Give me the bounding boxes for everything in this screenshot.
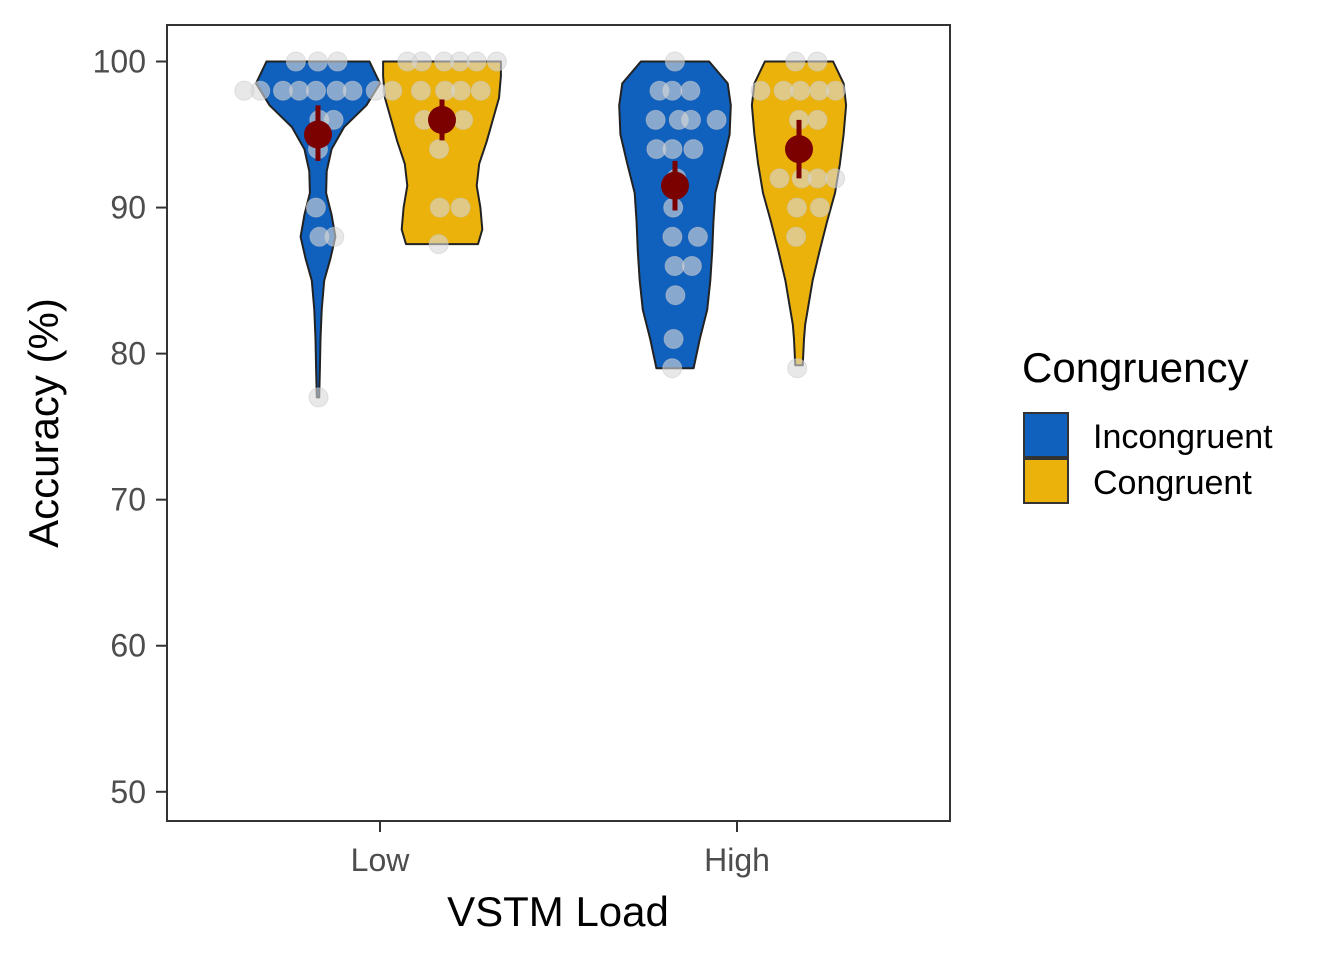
data-point <box>787 358 808 379</box>
data-point <box>785 51 806 72</box>
data-point <box>382 80 403 101</box>
x-axis: Low High <box>351 821 770 878</box>
legend-label-incongruent: Incongruent <box>1093 418 1273 456</box>
data-point <box>809 197 830 218</box>
data-point <box>305 197 326 218</box>
data-point <box>649 80 670 101</box>
plot-panel-border <box>166 24 951 822</box>
data-point <box>681 256 702 276</box>
data-point <box>285 51 306 72</box>
data-point <box>786 197 807 218</box>
mean-point <box>428 105 456 134</box>
data-point <box>807 51 828 72</box>
data-point <box>645 109 666 130</box>
data-point <box>664 256 685 276</box>
data-point <box>449 51 470 72</box>
data-point <box>327 51 348 72</box>
y-axis-title: Accuracy (%) <box>20 298 67 548</box>
y-tick-label: 100 <box>93 44 146 80</box>
data-point <box>486 51 507 72</box>
y-tick-label: 60 <box>110 628 146 664</box>
y-axis: 50 60 70 80 90 100 <box>93 44 167 810</box>
y-tick-label: 80 <box>110 336 146 372</box>
mean-point <box>785 135 813 164</box>
data-point <box>683 139 704 160</box>
data-point <box>308 387 329 408</box>
data-point <box>453 109 474 130</box>
data-point <box>307 51 328 72</box>
data-point <box>750 80 771 101</box>
legend-label-congruent: Congruent <box>1093 464 1252 502</box>
data-point <box>786 226 807 247</box>
y-tick-label: 90 <box>110 190 146 226</box>
data-point <box>663 329 684 349</box>
data-point <box>234 80 255 101</box>
x-tick-label: High <box>704 842 770 878</box>
data-point <box>662 358 683 379</box>
data-point <box>466 51 487 72</box>
y-tick-label: 50 <box>110 774 146 810</box>
data-point <box>807 109 828 130</box>
data-point <box>428 234 449 255</box>
data-point <box>680 80 701 101</box>
data-point <box>306 80 326 101</box>
data-point <box>429 139 450 160</box>
data-point <box>773 80 794 101</box>
data-point <box>342 80 363 101</box>
data-point <box>825 80 846 101</box>
data-point <box>450 197 471 218</box>
y-tick-label: 70 <box>110 482 146 518</box>
legend: Congruency Incongruent Congruent <box>1022 344 1273 504</box>
x-tick-label: Low <box>351 842 411 878</box>
data-point <box>410 80 431 101</box>
data-point <box>450 80 471 101</box>
data-point <box>323 109 344 130</box>
data-point <box>665 285 686 306</box>
data-point <box>470 80 491 101</box>
data-point <box>324 226 345 247</box>
data-point <box>706 109 727 130</box>
legend-swatch-congruent <box>1023 458 1069 504</box>
data-point <box>273 80 293 101</box>
data-point <box>687 226 708 247</box>
data-point <box>662 226 683 247</box>
x-axis-title: VSTM Load <box>447 888 669 935</box>
data-point <box>664 51 685 72</box>
data-point <box>429 197 450 218</box>
legend-swatch-incongruent <box>1023 412 1069 458</box>
data-point <box>397 51 418 72</box>
data-point <box>681 109 701 130</box>
data-point <box>807 168 828 189</box>
data-point <box>790 80 811 101</box>
mean-point <box>661 171 689 200</box>
data-point <box>825 168 846 189</box>
legend-title: Congruency <box>1022 344 1248 391</box>
mean-point <box>304 120 332 149</box>
data-point <box>646 139 667 160</box>
data-point <box>769 168 790 189</box>
plot-area <box>234 51 848 408</box>
